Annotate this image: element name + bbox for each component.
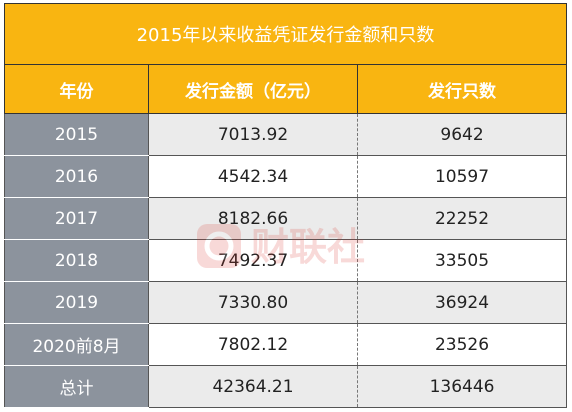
count-cell: 10597 [357,155,568,198]
amount-cell: 8182.66 [148,197,358,240]
count-cell: 33505 [357,239,568,282]
data-table: 2015年以来收益凭证发行金额和只数 年份 发行金额（亿元） 发行只数 2015… [3,3,568,408]
year-cell: 2020前8月 [4,323,149,366]
year-cell: 2018 [4,239,149,282]
amount-cell: 7330.80 [148,281,358,324]
header-count: 发行只数 [356,64,568,114]
table-row: 2015 7013.92 9642 [4,113,568,156]
amount-cell: 7802.12 [148,323,358,366]
amount-cell: 7492.37 [148,239,358,282]
year-cell: 2019 [4,281,149,324]
year-cell: 2015 [4,113,149,156]
count-cell: 9642 [357,113,568,156]
table-row: 2019 7330.80 36924 [4,281,568,324]
count-cell: 23526 [357,323,568,366]
count-cell: 136446 [357,365,568,408]
year-cell: 2016 [4,155,149,198]
year-cell: 2017 [4,197,149,240]
count-cell: 22252 [357,197,568,240]
table-row: 2017 8182.66 22252 [4,197,568,240]
table-row: 2020前8月 7802.12 23526 [4,323,568,366]
header-amount: 发行金额（亿元） [148,64,358,114]
amount-cell: 4542.34 [148,155,358,198]
amount-cell: 42364.21 [148,365,358,408]
table-title: 2015年以来收益凭证发行金额和只数 [3,3,568,65]
table-row: 2018 7492.37 33505 [4,239,568,282]
header-year: 年份 [4,64,149,114]
amount-cell: 7013.92 [148,113,358,156]
year-cell: 总计 [4,365,149,408]
table-row: 2016 4542.34 10597 [4,155,568,198]
table-row: 总计 42364.21 136446 [4,365,568,408]
count-cell: 36924 [357,281,568,324]
